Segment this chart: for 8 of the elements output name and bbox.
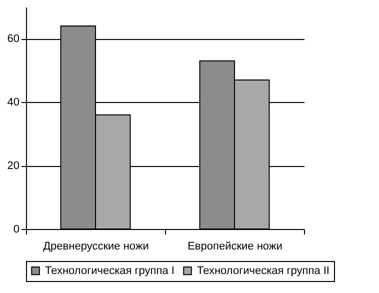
y-tick-label: 40 [7,96,20,109]
y-tick-label: 60 [7,33,20,46]
y-tick-label: 20 [7,160,20,172]
x-tick-label: Европейские ножи [188,240,282,252]
x-tick-label: Древнерусские ножи [43,240,149,252]
legend-label: Технологическая группа II [197,264,330,277]
y-tick-label: 0 [13,224,20,236]
legend-label: Технологическая группа I [45,264,174,277]
